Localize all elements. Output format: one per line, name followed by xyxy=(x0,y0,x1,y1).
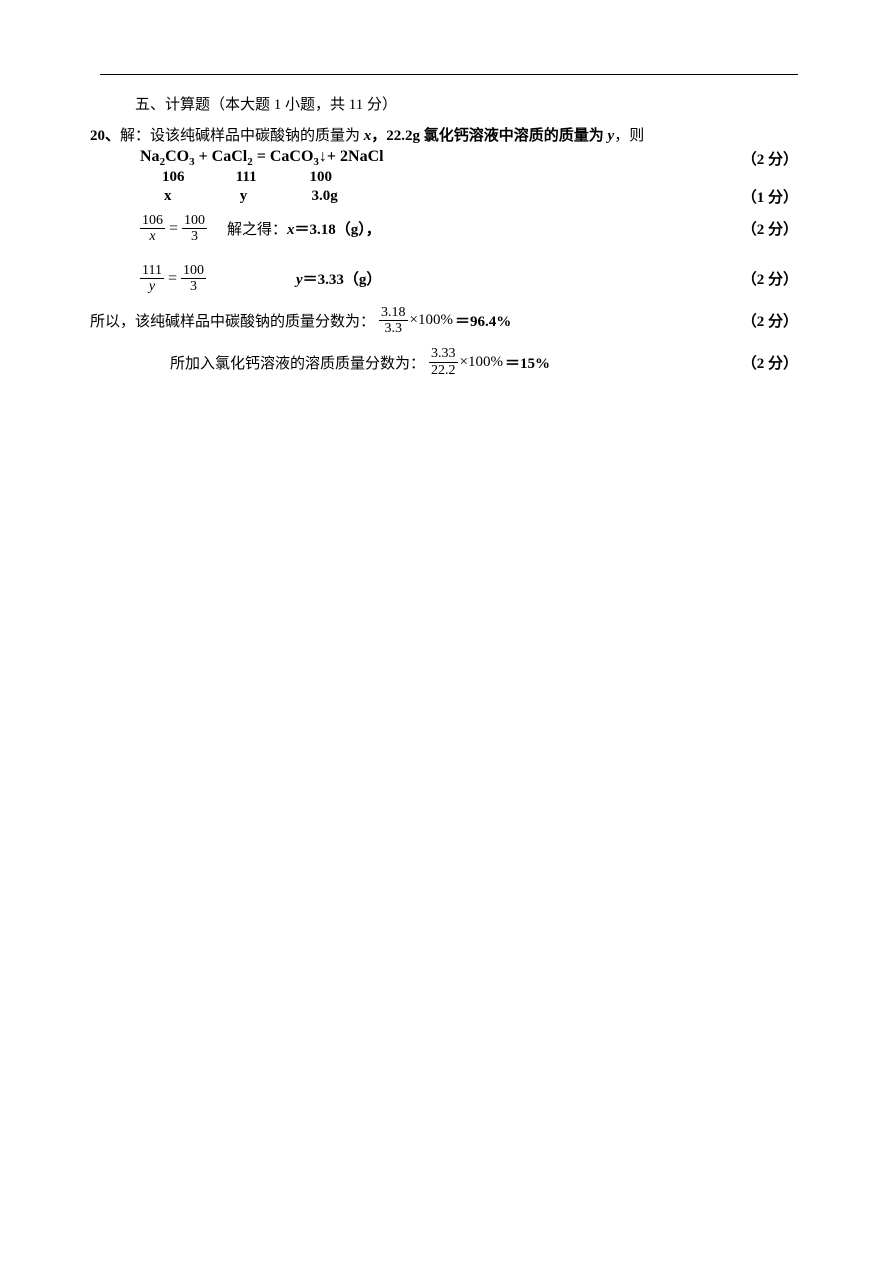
result-line-2: 所加入氯化钙溶液的溶质质量分数为： 3.33 22.2 ×100% ＝15% （… xyxy=(100,346,798,378)
frac1-den1: x xyxy=(140,228,165,244)
intro-suffix: ，则 xyxy=(614,128,644,144)
frac2-den2: 3 xyxy=(181,278,206,294)
solve-text-1: 解之得： xyxy=(227,222,287,238)
result-y: y xyxy=(296,272,303,288)
fraction-2b: 100 3 xyxy=(181,263,206,295)
frac1-equals: = xyxy=(169,220,178,238)
result2-num: 3.33 xyxy=(429,346,458,361)
result1-fraction: 3.18 3.3 xyxy=(379,305,408,337)
result-line-1: 所以，该纯碱样品中碳酸钠的质量分数为： 3.18 3.3 ×100% ＝96.4… xyxy=(90,305,798,337)
result2-den: 22.2 xyxy=(429,362,458,378)
result2-label: 所加入氯化钙溶液的溶质质量分数为： xyxy=(170,352,425,373)
chemical-equation: Na2CO3 + CaCl2 = CaCO3↓+ 2NaCl xyxy=(140,148,384,168)
problem-number: 20、 xyxy=(90,128,120,144)
fraction-1a: 106 x xyxy=(140,213,165,245)
result-x: x xyxy=(287,222,295,238)
frac1-points: （2 分） xyxy=(742,218,798,239)
fraction-line-1: 106 x = 100 3 解之得：x＝3.18（g）， （2 分） xyxy=(140,213,798,245)
fraction-line-2: 111 y = 100 3 y＝3.33（g） （2 分） xyxy=(140,263,798,295)
result2-points: （2 分） xyxy=(742,352,798,373)
eq-plus-cacl: + CaCl xyxy=(195,148,248,165)
fraction-1b: 100 3 xyxy=(182,213,207,245)
mass-106: 106 xyxy=(162,169,232,186)
equation-points: （2 分） xyxy=(742,148,798,169)
result2-times: ×100% xyxy=(460,354,503,371)
solve-label-1: 解之得：x＝3.18（g）， xyxy=(227,218,381,239)
eq-arrow-nacl: ↓+ 2NaCl xyxy=(319,148,384,165)
result2-answer: ＝15% xyxy=(505,352,550,373)
variable-values: x y 3.0g xyxy=(164,188,338,205)
result1-label: 所以，该纯碱样品中碳酸钠的质量分数为： xyxy=(90,310,375,331)
result-2-left: 所加入氯化钙溶液的溶质质量分数为： 3.33 22.2 ×100% ＝15% xyxy=(170,346,550,378)
fraction-2a: 111 y xyxy=(140,263,164,295)
variable-points: （1 分） xyxy=(742,186,798,207)
eq-co3: CO xyxy=(165,148,189,165)
solve-label-2: y＝3.33（g） xyxy=(296,268,381,289)
fraction-2-left: 111 y = 100 3 y＝3.33（g） xyxy=(140,263,381,295)
result2-fraction: 3.33 22.2 xyxy=(429,346,458,378)
frac2-points: （2 分） xyxy=(742,268,798,289)
frac2-den1: y xyxy=(140,278,164,294)
frac1-num2: 100 xyxy=(182,213,207,228)
result1-times: ×100% xyxy=(410,312,453,329)
frac1-num1: 106 xyxy=(140,213,165,228)
intro-mid: ，22.2g 氯化钙溶液中溶质的质量为 xyxy=(371,128,607,144)
frac2-num2: 100 xyxy=(181,263,206,278)
variable-line: x y 3.0g （1 分） xyxy=(164,186,798,207)
mass-100: 100 xyxy=(310,169,333,186)
top-horizontal-rule xyxy=(100,74,798,75)
frac2-num1: 111 xyxy=(140,263,164,278)
section-title: 五、计算题（本大题 1 小题，共 11 分） xyxy=(135,93,798,114)
eq-na: Na xyxy=(140,148,160,165)
problem-intro-line: 20、解：设该纯碱样品中碳酸钠的质量为 x，22.2g 氯化钙溶液中溶质的质量为… xyxy=(90,124,798,148)
result1-answer: ＝96.4% xyxy=(455,310,511,331)
problem-intro-text: 20、解：设该纯碱样品中碳酸钠的质量为 x，22.2g 氯化钙溶液中溶质的质量为… xyxy=(90,124,644,148)
mass-111: 111 xyxy=(236,169,306,186)
frac2-equals: = xyxy=(168,270,177,288)
intro-prefix: 解：设该纯碱样品中碳酸钠的质量为 xyxy=(120,128,364,144)
chemical-equation-line: Na2CO3 + CaCl2 = CaCO3↓+ 2NaCl （2 分） xyxy=(140,148,798,169)
page-content: 五、计算题（本大题 1 小题，共 11 分） 20、解：设该纯碱样品中碳酸钠的质… xyxy=(100,74,798,378)
var-mass: 3.0g xyxy=(312,188,338,205)
result-x-val: ＝3.18（g）， xyxy=(295,222,381,238)
eq-caco: = CaCO xyxy=(253,148,314,165)
frac1-den2: 3 xyxy=(182,228,207,244)
result1-den: 3.3 xyxy=(379,320,408,336)
result1-points: （2 分） xyxy=(742,310,798,331)
var-y-label: y xyxy=(240,188,308,205)
result-y-val: ＝3.33（g） xyxy=(303,272,382,288)
result-1-left: 所以，该纯碱样品中碳酸钠的质量分数为： 3.18 3.3 ×100% ＝96.4… xyxy=(90,305,511,337)
molar-mass-line: 106 111 100 xyxy=(162,169,798,186)
var-x-label: x xyxy=(164,188,236,205)
result1-num: 3.18 xyxy=(379,305,408,320)
fraction-1-left: 106 x = 100 3 解之得：x＝3.18（g）， xyxy=(140,213,381,245)
